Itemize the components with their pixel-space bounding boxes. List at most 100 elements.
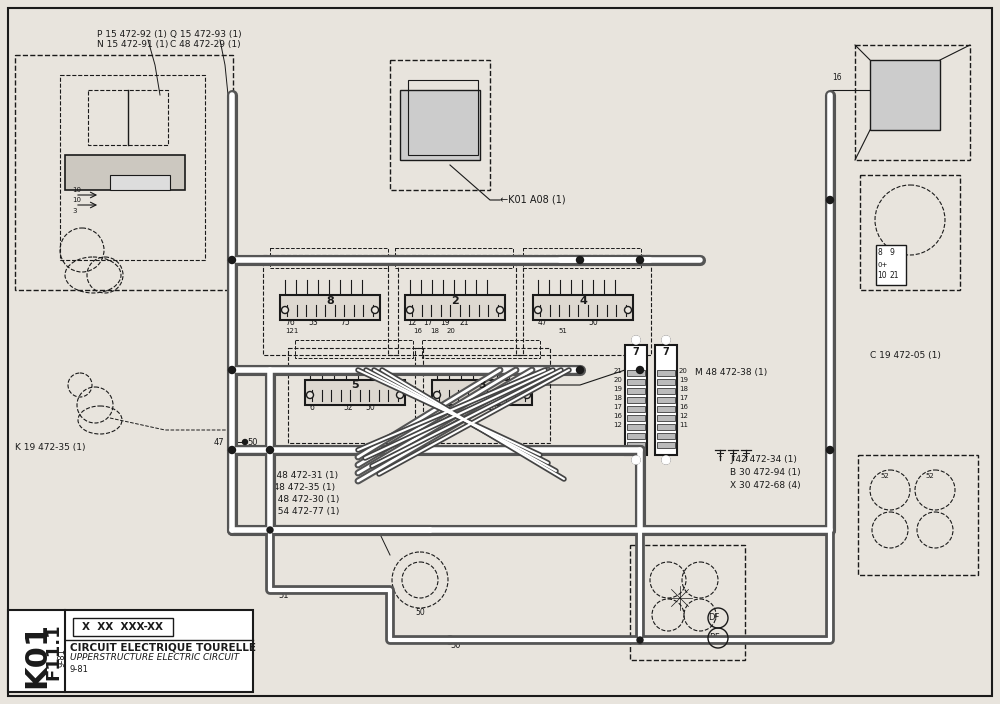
Text: M 48 472-38 (1): M 48 472-38 (1) bbox=[695, 368, 767, 377]
Bar bbox=[295, 340, 413, 358]
Bar bbox=[110, 175, 170, 190]
Circle shape bbox=[637, 256, 644, 263]
Text: X  XX  XXX-XX: X XX XXX-XX bbox=[82, 622, 164, 632]
Text: 17: 17 bbox=[423, 318, 433, 327]
Text: 8: 8 bbox=[326, 296, 334, 306]
Circle shape bbox=[372, 306, 378, 313]
Bar bbox=[627, 442, 645, 448]
Circle shape bbox=[406, 306, 414, 313]
Text: 21: 21 bbox=[890, 271, 900, 280]
Bar bbox=[657, 433, 675, 439]
Bar bbox=[408, 80, 478, 155]
Text: 19: 19 bbox=[613, 386, 622, 392]
Bar bbox=[630, 545, 745, 660]
Text: M 15 472-67 (1): M 15 472-67 (1) bbox=[286, 525, 358, 534]
Text: 7: 7 bbox=[633, 347, 639, 357]
Text: 47: 47 bbox=[538, 318, 548, 327]
Bar bbox=[657, 379, 675, 385]
Circle shape bbox=[282, 306, 288, 313]
Bar bbox=[860, 175, 960, 290]
Bar bbox=[855, 45, 970, 160]
Circle shape bbox=[632, 456, 640, 464]
Text: 20: 20 bbox=[447, 328, 456, 334]
Circle shape bbox=[396, 391, 404, 398]
Text: 50: 50 bbox=[415, 608, 425, 617]
Bar bbox=[280, 295, 380, 320]
Text: 18: 18 bbox=[613, 395, 622, 401]
Text: 4: 4 bbox=[579, 296, 587, 306]
Text: 16: 16 bbox=[832, 73, 842, 82]
Text: 9-81: 9-81 bbox=[58, 648, 66, 667]
Text: J 42 472-34 (1): J 42 472-34 (1) bbox=[730, 455, 797, 464]
Text: RF: RF bbox=[709, 634, 719, 643]
Text: 3: 3 bbox=[72, 208, 76, 214]
Bar bbox=[15, 55, 233, 290]
Bar bbox=[263, 255, 398, 355]
Text: ←K01 A08 (1): ←K01 A08 (1) bbox=[500, 195, 566, 205]
Bar bbox=[657, 415, 675, 421]
Text: F11.1: F11.1 bbox=[44, 624, 62, 680]
Text: 17: 17 bbox=[679, 395, 688, 401]
Text: 21: 21 bbox=[613, 368, 622, 374]
Text: P 15 472-92 (1): P 15 472-92 (1) bbox=[97, 30, 167, 39]
Circle shape bbox=[267, 527, 273, 533]
Circle shape bbox=[826, 196, 834, 203]
Text: C 48 472-29 (1): C 48 472-29 (1) bbox=[170, 40, 241, 49]
Text: E 48 472-31 (1): E 48 472-31 (1) bbox=[268, 471, 338, 480]
Text: 50: 50 bbox=[247, 438, 258, 447]
Bar bbox=[288, 348, 423, 443]
Text: C 19 472-74 (1): C 19 472-74 (1) bbox=[448, 380, 519, 389]
Text: 12: 12 bbox=[613, 422, 622, 428]
Bar bbox=[876, 245, 906, 285]
Text: 18: 18 bbox=[430, 328, 439, 334]
Circle shape bbox=[662, 336, 670, 344]
Bar bbox=[657, 442, 675, 448]
Bar bbox=[516, 255, 651, 355]
Text: 51: 51 bbox=[558, 328, 567, 334]
Text: 19: 19 bbox=[679, 377, 688, 383]
Circle shape bbox=[637, 637, 643, 643]
Text: 6: 6 bbox=[310, 403, 315, 412]
Text: 8: 8 bbox=[877, 248, 882, 257]
Text: Q 15 472-93 (1): Q 15 472-93 (1) bbox=[170, 30, 242, 39]
Bar bbox=[627, 379, 645, 385]
Circle shape bbox=[632, 336, 640, 344]
Text: DF: DF bbox=[708, 613, 720, 622]
Text: 19: 19 bbox=[440, 318, 450, 327]
Bar bbox=[388, 255, 523, 355]
Text: C 19 472-05 (1): C 19 472-05 (1) bbox=[870, 351, 941, 360]
Text: 50: 50 bbox=[588, 318, 598, 327]
Text: 11: 11 bbox=[679, 422, 688, 428]
Bar bbox=[60, 75, 205, 260]
Bar bbox=[858, 455, 978, 575]
Bar bbox=[432, 380, 532, 405]
Text: 20: 20 bbox=[679, 368, 688, 374]
Circle shape bbox=[534, 306, 542, 313]
Circle shape bbox=[576, 256, 584, 263]
Bar bbox=[657, 370, 675, 376]
Circle shape bbox=[632, 336, 640, 344]
Text: 21: 21 bbox=[460, 318, 470, 327]
Text: 53: 53 bbox=[308, 318, 318, 327]
Text: 10: 10 bbox=[72, 197, 81, 203]
Bar bbox=[415, 348, 550, 443]
Text: 8: 8 bbox=[462, 403, 467, 412]
Circle shape bbox=[624, 306, 632, 313]
Text: 52: 52 bbox=[880, 473, 889, 479]
Bar bbox=[627, 415, 645, 421]
Text: 52: 52 bbox=[343, 403, 353, 412]
Bar bbox=[627, 424, 645, 430]
Circle shape bbox=[662, 456, 670, 464]
Text: 76: 76 bbox=[285, 318, 295, 327]
Text: 47: 47 bbox=[213, 438, 224, 447]
Text: D 48 472-30 (1): D 48 472-30 (1) bbox=[268, 495, 339, 504]
Circle shape bbox=[242, 439, 248, 444]
Bar bbox=[657, 388, 675, 394]
Circle shape bbox=[266, 446, 274, 453]
Bar bbox=[657, 406, 675, 412]
Text: K01: K01 bbox=[22, 622, 52, 688]
Bar bbox=[88, 90, 168, 145]
Bar bbox=[657, 397, 675, 403]
Text: 12: 12 bbox=[679, 413, 688, 419]
Bar bbox=[405, 295, 505, 320]
